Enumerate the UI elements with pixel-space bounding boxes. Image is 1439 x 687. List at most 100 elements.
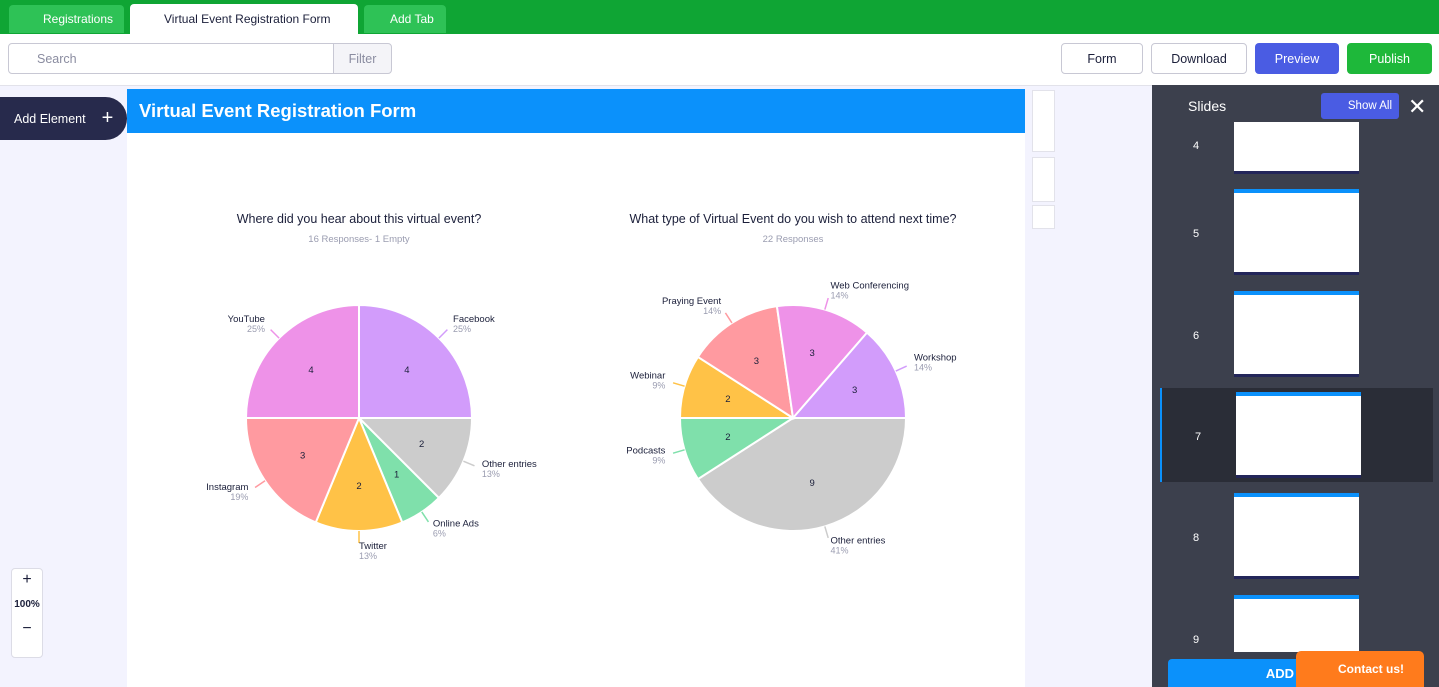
slice-percent: 14% [914,363,932,373]
search[interactable]: Search [8,43,334,74]
slide-number: 7 [1195,431,1202,443]
slide-row[interactable]: 6 [1160,287,1431,381]
leader-line [824,526,829,539]
leader-line [895,365,908,372]
download[interactable]: Download [1151,43,1247,74]
slide-number: 4 [1193,140,1200,152]
slide-thumbnail [1234,122,1359,174]
slice-value: 3 [809,348,814,359]
slice-percent: 13% [359,551,377,561]
pie-slice [775,304,869,421]
slice-percent: 14% [703,306,721,316]
tab-label: Registrations [43,12,114,26]
leader-line [254,480,266,489]
slide-tools [1032,90,1055,152]
form-label: Form [1087,51,1117,66]
slide-thumbnail [1234,189,1359,275]
slice-percent: 13% [482,469,500,479]
pie-slice [244,417,361,524]
slice-value: 9 [809,478,814,489]
leader-line [270,329,280,339]
slide-row[interactable]: 7 [1160,388,1433,482]
tab[interactable]: Registrations [9,5,124,33]
slide-row[interactable]: 8 [1160,489,1431,583]
slice-percent: 6% [433,529,446,539]
toolbar [0,34,1439,86]
slice-value: 1 [394,469,399,480]
slide-thumbnail [1234,493,1359,579]
slice-name: Twitter [359,541,387,552]
slice-name: YouTube [228,314,265,325]
slice-value: 2 [725,432,730,443]
slide-number: 8 [1193,532,1200,544]
slice-name: Other entries [482,459,537,470]
slides-list: 4 5 6 7 8 9 [1152,122,1439,652]
slice-percent: 9% [652,455,665,465]
slice-name: Praying Event [662,296,722,307]
publish-label: Publish [1369,51,1410,66]
download-label: Download [1171,51,1227,66]
show-all[interactable]: Show All [1321,93,1399,119]
preview-label: Preview [1274,51,1320,66]
leader-line [824,297,829,310]
search-placeholder: Search [37,51,77,66]
slice-value: 2 [356,481,361,492]
publish[interactable]: Publish [1347,43,1432,74]
slice-percent: 41% [830,546,848,556]
form-select[interactable]: Form [1061,43,1143,74]
pie-slice [356,417,474,500]
slice-name: Other entries [830,536,885,547]
pie-slice [696,305,795,421]
slides-panel [1152,85,1439,687]
pie-slice [358,303,474,419]
slice-name: Web Conferencing [830,280,909,291]
contact[interactable]: Contact us! [1296,651,1424,687]
preview[interactable]: Preview [1255,43,1339,74]
slide-add [1032,205,1055,229]
leader-line [438,329,448,339]
slice-value: 3 [852,385,857,396]
slice-percent: 14% [830,290,848,300]
form-title: Virtual Event Registration Form [139,100,417,121]
tab[interactable]: Add Tab [364,5,446,33]
leader-line [421,511,430,523]
slice-name: Workshop [914,353,957,364]
zoom-control: +100% − [11,568,43,658]
filter[interactable]: Filter [333,43,392,74]
tab-label: Virtual Event Registration Form [164,12,331,26]
slice-value: 2 [725,394,730,405]
add-slide[interactable]: ADD [1168,659,1308,687]
add-element[interactable]: Add Element + [0,97,127,140]
add-slide-label: ADD [1265,665,1294,681]
filter-label: Filter [348,51,377,66]
slice-value: 4 [404,365,409,376]
chart-subtitle: 16 Responses- 1 Empty [308,234,410,245]
slice-name: Instagram [206,482,248,493]
charts: Where did you hear about this virtual ev… [206,212,957,561]
slide-thumbnail [1234,595,1359,652]
slice-value: 4 [308,365,313,376]
leader-line [724,312,733,324]
slide-row[interactable]: 5 [1160,185,1431,279]
chart-title: Where did you hear about this virtual ev… [237,212,482,226]
slide-number: 9 [1193,634,1200,646]
slide-thumbnail [1236,392,1361,478]
leader-line [672,382,685,387]
close[interactable]: ✕ [1408,94,1427,119]
slice-name: Facebook [453,314,495,325]
chart-subtitle: 22 Responses [763,234,824,245]
zoom-level: 100% [14,599,40,610]
leader-line [463,460,475,467]
tab[interactable]: Virtual Event Registration Form [130,4,358,34]
pie-slice [244,303,360,419]
chart-title: What type of Virtual Event do you wish t… [629,212,956,226]
slice-name: Online Ads [433,519,479,530]
slice-percent: 25% [247,324,265,334]
slide-nav [1032,157,1055,202]
add-element-label: Add Element [14,111,86,126]
slice-percent: 19% [230,492,248,502]
slide-thumbnail [1234,291,1359,377]
slide-row[interactable]: 9 [1160,591,1431,652]
slide-row[interactable]: 4 [1160,122,1431,178]
